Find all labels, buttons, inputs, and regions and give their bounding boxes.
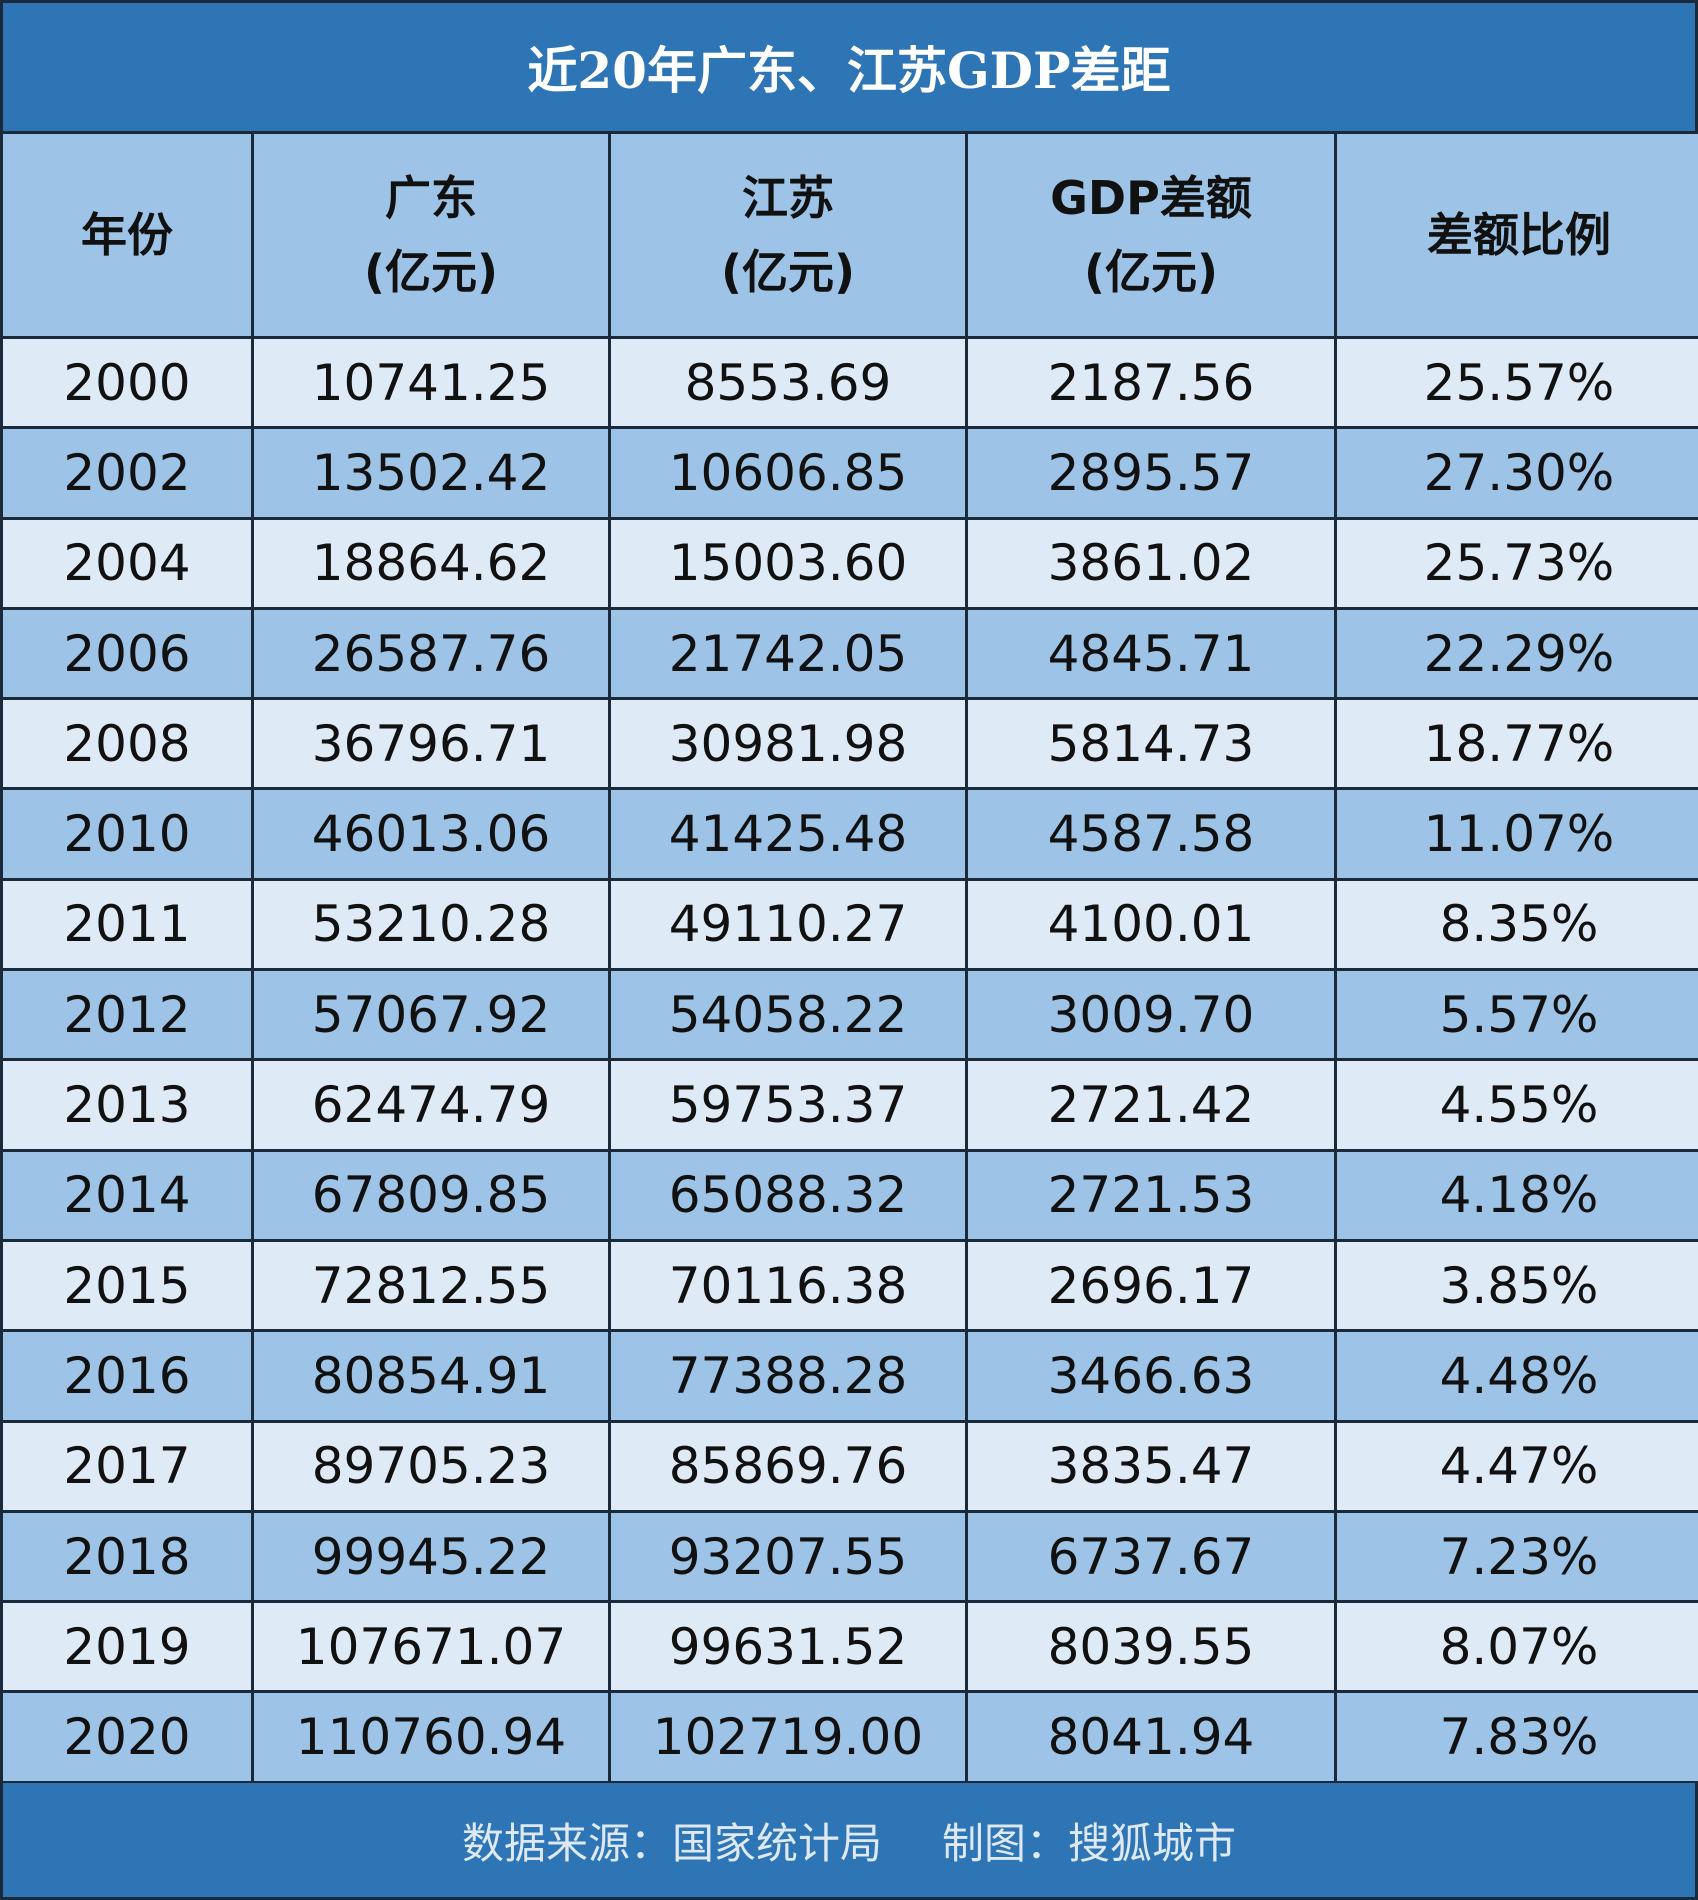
table-cell: 2010 xyxy=(3,790,251,878)
table-cell: 46013.06 xyxy=(254,790,608,878)
table-cell: 93207.55 xyxy=(611,1512,965,1601)
header-text: 年份 xyxy=(81,208,173,262)
table-cell: 3009.70 xyxy=(968,971,1334,1059)
table-cell: 10741.25 xyxy=(254,339,608,427)
table-cell: 2020 xyxy=(3,1693,251,1781)
source-note: 数据来源：国家统计局 xyxy=(461,1818,882,1868)
table-cell: 2000 xyxy=(3,339,251,427)
table-cell: 8039.55 xyxy=(968,1603,1334,1691)
table-cell: 2002 xyxy=(3,429,251,517)
table-cell: 2895.57 xyxy=(968,429,1334,517)
table-cell: 6737.67 xyxy=(968,1512,1334,1601)
table-cell: 102719.00 xyxy=(611,1693,965,1781)
table-cell: 8553.69 xyxy=(611,339,965,427)
table-cell: 2018 xyxy=(3,1512,251,1601)
header-cell: 江苏 (亿元) xyxy=(611,134,965,336)
table-cell: 2016 xyxy=(3,1332,251,1420)
table-cell: 4.48% xyxy=(1337,1332,1698,1420)
table-cell: 110760.94 xyxy=(254,1693,608,1781)
table-cell: 8.07% xyxy=(1337,1603,1698,1691)
table-cell: 54058.22 xyxy=(611,971,965,1059)
table-cell: 85869.76 xyxy=(611,1422,965,1510)
table-cell: 2721.53 xyxy=(968,1151,1334,1239)
table-cell: 2187.56 xyxy=(968,339,1334,427)
table-cell: 26587.76 xyxy=(254,609,608,698)
table-cell: 18864.62 xyxy=(254,519,608,607)
table-cell: 77388.28 xyxy=(611,1332,965,1420)
table-cell: 2015 xyxy=(3,1241,251,1330)
table-cell: 99945.22 xyxy=(254,1512,608,1601)
table-cell: 3.85% xyxy=(1337,1241,1698,1330)
header-text: (亿元) xyxy=(363,245,499,299)
table-cell: 2017 xyxy=(3,1422,251,1510)
credit-note: 制图：搜狐城市 xyxy=(942,1818,1237,1868)
table-cell: 4.47% xyxy=(1337,1422,1698,1510)
table-cell: 25.73% xyxy=(1337,519,1698,607)
table-cell: 8041.94 xyxy=(968,1693,1334,1781)
table-cell: 57067.92 xyxy=(254,971,608,1059)
header-text: GDP差额 xyxy=(1050,171,1252,225)
table-cell: 4845.71 xyxy=(968,609,1334,698)
table-cell: 2014 xyxy=(3,1151,251,1239)
table-cell: 22.29% xyxy=(1337,609,1698,698)
header-cell: GDP差额 (亿元) xyxy=(968,134,1334,336)
table-cell: 4.18% xyxy=(1337,1151,1698,1239)
table-cell: 2696.17 xyxy=(968,1241,1334,1330)
header-text: 广东 xyxy=(385,171,477,225)
header-cell: 差额比例 xyxy=(1337,134,1698,336)
table-cell: 2004 xyxy=(3,519,251,607)
table-cell: 5814.73 xyxy=(968,700,1334,788)
table-cell: 3861.02 xyxy=(968,519,1334,607)
table-cell: 25.57% xyxy=(1337,339,1698,427)
header-cell: 年份 xyxy=(3,134,251,336)
table-cell: 7.83% xyxy=(1337,1693,1698,1781)
table-cell: 30981.98 xyxy=(611,700,965,788)
table-cell: 4.55% xyxy=(1337,1061,1698,1149)
table-cell: 8.35% xyxy=(1337,880,1698,969)
table-cell: 59753.37 xyxy=(611,1061,965,1149)
table-cell: 41425.48 xyxy=(611,790,965,878)
table-cell: 67809.85 xyxy=(254,1151,608,1239)
table-cell: 7.23% xyxy=(1337,1512,1698,1601)
table-cell: 65088.32 xyxy=(611,1151,965,1239)
table-cell: 49110.27 xyxy=(611,880,965,969)
table-cell: 107671.07 xyxy=(254,1603,608,1691)
data-table: 年份 广东 (亿元) 江苏 (亿元) GDP差额 (亿元) 差额比例 2000 10741.25 8… xyxy=(3,134,1698,1781)
header-text: 差额比例 xyxy=(1427,208,1611,262)
table-cell: 11.07% xyxy=(1337,790,1698,878)
table-title: 近20年广东、江苏GDP差距 xyxy=(3,3,1695,131)
table-cell: 13502.42 xyxy=(254,429,608,517)
table-cell: 10606.85 xyxy=(611,429,965,517)
header-text: (亿元) xyxy=(1083,245,1219,299)
table-cell: 53210.28 xyxy=(254,880,608,969)
table-cell: 4587.58 xyxy=(968,790,1334,878)
table-cell: 2721.42 xyxy=(968,1061,1334,1149)
table-cell: 62474.79 xyxy=(254,1061,608,1149)
table-cell: 2013 xyxy=(3,1061,251,1149)
table-cell: 2019 xyxy=(3,1603,251,1691)
table-cell: 70116.38 xyxy=(611,1241,965,1330)
table-cell: 27.30% xyxy=(1337,429,1698,517)
header-cell: 广东 (亿元) xyxy=(254,134,608,336)
table-cell: 15003.60 xyxy=(611,519,965,607)
table-cell: 80854.91 xyxy=(254,1332,608,1420)
table-cell: 36796.71 xyxy=(254,700,608,788)
header-text: 江苏 xyxy=(742,171,834,225)
table-cell: 21742.05 xyxy=(611,609,965,698)
table-cell: 3835.47 xyxy=(968,1422,1334,1510)
table-cell: 3466.63 xyxy=(968,1332,1334,1420)
table-cell: 2012 xyxy=(3,971,251,1059)
table-cell: 2011 xyxy=(3,880,251,969)
table-cell: 72812.55 xyxy=(254,1241,608,1330)
table-cell: 5.57% xyxy=(1337,971,1698,1059)
table-cell: 2006 xyxy=(3,609,251,698)
table-cell: 4100.01 xyxy=(968,880,1334,969)
table-cell: 99631.52 xyxy=(611,1603,965,1691)
table-cell: 18.77% xyxy=(1337,700,1698,788)
table-cell: 89705.23 xyxy=(254,1422,608,1510)
footer: 数据来源：国家统计局 制图：搜狐城市 xyxy=(3,1783,1695,1897)
table-cell: 2008 xyxy=(3,700,251,788)
header-text: (亿元) xyxy=(720,245,856,299)
